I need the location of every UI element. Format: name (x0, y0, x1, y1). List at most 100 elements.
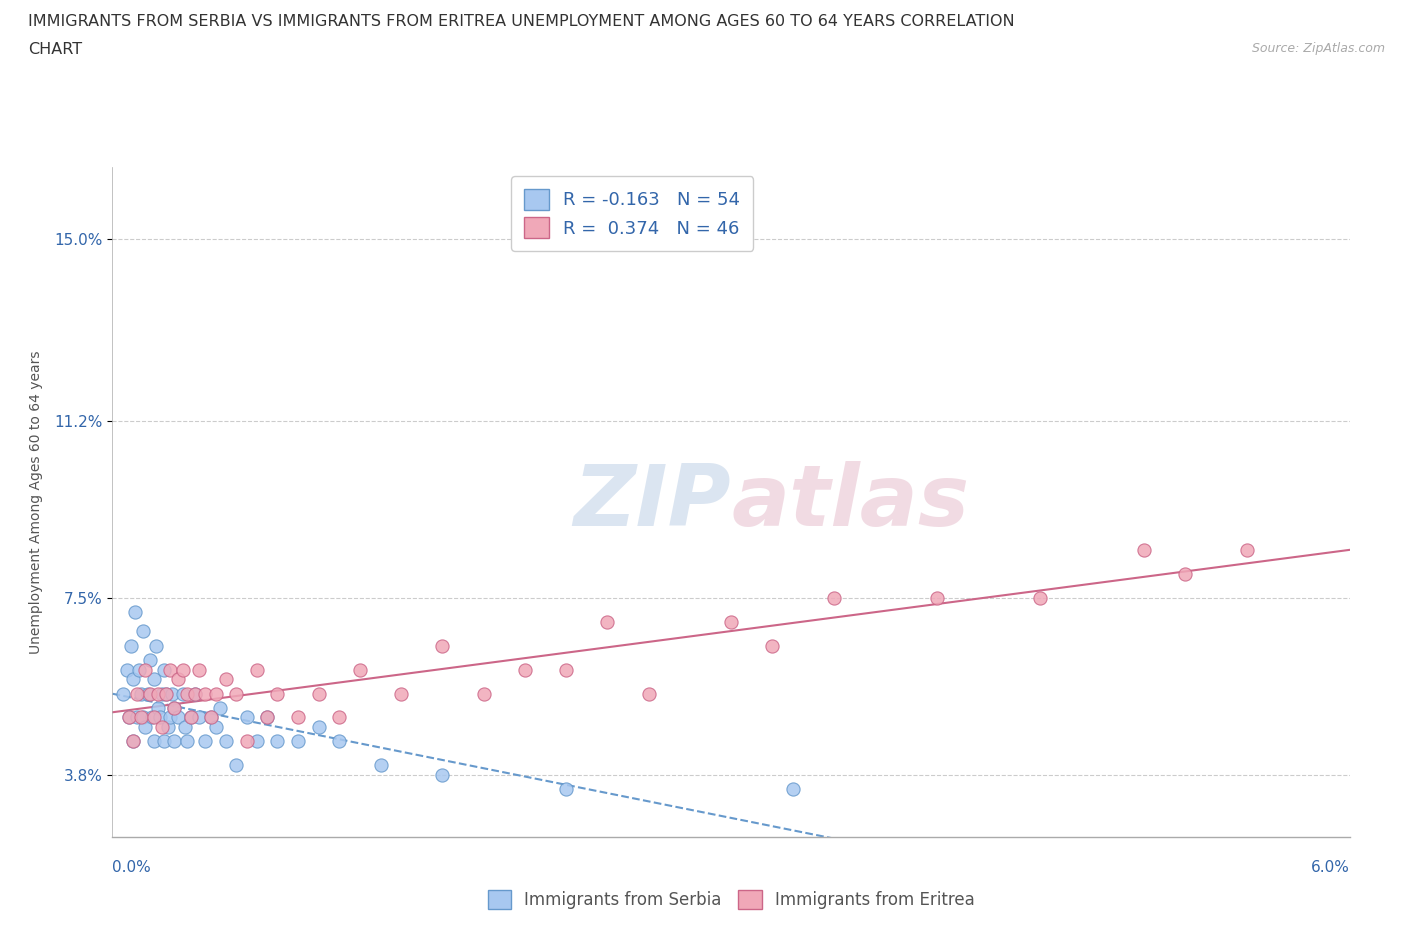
Point (167, 671, 190, 686)
Point (163, 700, 186, 715)
Point (157, 720, 180, 735)
Point (146, 686, 169, 701)
Point (167, 710, 190, 724)
Point (194, 686, 217, 701)
Point (127, 686, 149, 701)
Point (200, 710, 222, 724)
Text: atlas: atlas (731, 460, 969, 544)
Point (131, 710, 153, 724)
Point (287, 734, 309, 749)
Point (1236, 542, 1258, 557)
Point (184, 686, 207, 701)
Point (235, 734, 257, 749)
Point (134, 720, 156, 735)
Point (172, 686, 194, 701)
Point (215, 671, 238, 686)
Point (225, 686, 247, 701)
Point (637, 686, 659, 701)
Y-axis label: Unemployment Among Ages 60 to 64 years: Unemployment Among Ages 60 to 64 years (30, 351, 44, 654)
Point (349, 662, 371, 677)
Point (176, 734, 198, 749)
Text: Source: ZipAtlas.com: Source: ZipAtlas.com (1251, 42, 1385, 55)
Point (122, 734, 145, 749)
Point (256, 710, 278, 724)
Point (124, 604, 146, 619)
Point (176, 686, 198, 701)
Point (163, 700, 186, 715)
Text: ZIP: ZIP (574, 460, 731, 544)
Point (308, 720, 330, 735)
Point (131, 686, 153, 701)
Point (155, 686, 177, 701)
Point (153, 662, 176, 677)
Point (111, 686, 134, 701)
Point (118, 710, 141, 724)
Point (145, 638, 167, 653)
Point (142, 671, 165, 686)
Point (184, 686, 207, 701)
Point (128, 662, 150, 677)
Point (162, 686, 184, 701)
Point (432, 638, 454, 653)
Point (225, 758, 247, 773)
Point (266, 686, 288, 701)
Text: 0.0%: 0.0% (112, 860, 152, 875)
Point (127, 710, 149, 724)
Point (122, 671, 145, 686)
Point (149, 710, 172, 724)
Point (1029, 591, 1052, 605)
Point (246, 734, 269, 749)
Point (122, 734, 145, 749)
Point (287, 710, 309, 724)
Point (555, 782, 578, 797)
Point (246, 662, 269, 677)
Point (142, 734, 165, 749)
Point (194, 734, 217, 749)
Point (159, 710, 181, 724)
Point (180, 710, 202, 724)
Point (472, 686, 495, 701)
Point (150, 720, 173, 735)
Point (173, 720, 195, 735)
Point (513, 662, 536, 677)
Point (256, 710, 278, 724)
Point (146, 700, 169, 715)
Point (432, 767, 454, 782)
Point (188, 710, 211, 724)
Point (200, 710, 222, 724)
Point (215, 734, 238, 749)
Point (120, 638, 142, 653)
Point (150, 686, 173, 701)
Point (115, 662, 138, 677)
Point (204, 686, 226, 701)
Legend: Immigrants from Serbia, Immigrants from Eritrea: Immigrants from Serbia, Immigrants from … (481, 884, 981, 916)
Point (141, 710, 163, 724)
Point (328, 710, 350, 724)
Point (823, 591, 845, 605)
Point (188, 662, 211, 677)
Point (153, 734, 176, 749)
Point (136, 686, 159, 701)
Point (142, 710, 165, 724)
Point (163, 734, 186, 749)
Point (1132, 542, 1154, 557)
Point (118, 710, 141, 724)
Point (761, 638, 783, 653)
Text: 6.0%: 6.0% (1310, 860, 1350, 875)
Point (782, 782, 804, 797)
Point (138, 653, 160, 668)
Point (138, 686, 160, 701)
Point (134, 662, 156, 677)
Point (328, 734, 350, 749)
Text: CHART: CHART (28, 42, 82, 57)
Point (208, 700, 231, 715)
Point (172, 662, 194, 677)
Point (596, 615, 619, 630)
Point (555, 662, 578, 677)
Point (159, 662, 181, 677)
Point (370, 758, 392, 773)
Text: IMMIGRANTS FROM SERBIA VS IMMIGRANTS FROM ERITREA UNEMPLOYMENT AMONG AGES 60 TO : IMMIGRANTS FROM SERBIA VS IMMIGRANTS FRO… (28, 14, 1015, 29)
Point (1174, 566, 1197, 581)
Point (235, 710, 257, 724)
Point (927, 591, 949, 605)
